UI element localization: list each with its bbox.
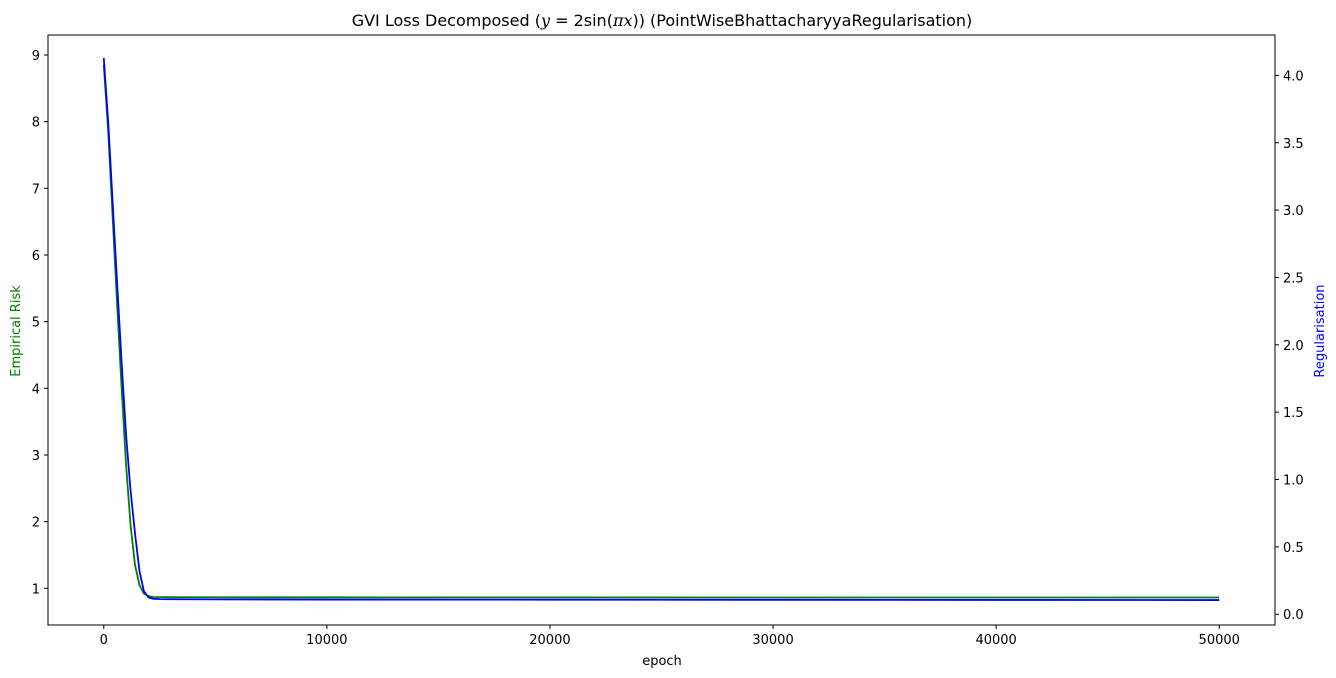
regularisation-line: [102, 57, 1220, 601]
x-tick-label: 40000: [975, 633, 1016, 648]
chart-title-math-eq: = 2sin(: [550, 11, 613, 30]
x-axis-label: epoch: [642, 654, 682, 669]
y-right-tick-label: 1.0: [1283, 474, 1304, 489]
y-right-tick-label: 2.5: [1283, 271, 1304, 286]
x-tick-label: 10000: [306, 633, 347, 648]
chart-title-math-pi: π: [612, 11, 624, 30]
x-tick-label: 0: [100, 633, 108, 648]
y-right-tick-label: 0.0: [1283, 608, 1304, 623]
y-right-tick-label: 0.5: [1283, 541, 1304, 556]
chart-title-math-y: y: [540, 11, 551, 30]
y-right-tick-label: 2.0: [1283, 339, 1304, 354]
y-left-tick-label: 3: [32, 449, 40, 464]
y-axis-right-label: Regularisation: [1313, 284, 1328, 377]
y-left-tick-label: 4: [32, 382, 40, 397]
y-left-tick-label: 7: [32, 182, 40, 197]
chart-title: GVI Loss Decomposed (y = 2sin(πx)) (Poin…: [352, 11, 973, 30]
series-layer: [102, 57, 1220, 601]
chart-title-suffix: )) (PointWiseBhattacharyyaRegularisation…: [632, 11, 972, 30]
y-axis-left-label: Empirical Risk: [9, 285, 24, 377]
ticks-layer: 0 10000 20000 30000 40000 50000 1 2 3 4 5 6 7 8 9 0.0 0.…: [32, 49, 1304, 648]
y-right-tick-label: 4.0: [1283, 69, 1304, 84]
y-left-tick-label: 2: [32, 516, 40, 531]
x-tick-label: 50000: [1199, 633, 1240, 648]
y-left-tick-label: 6: [32, 249, 40, 264]
plot-area-frame: [47, 34, 1276, 626]
chart-title-prefix: GVI Loss Decomposed (: [352, 11, 541, 30]
chart-title-math-x: x: [623, 11, 632, 30]
y-left-tick-label: 8: [32, 116, 40, 131]
y-left-tick-label: 5: [32, 316, 40, 331]
y-right-tick-label: 3.5: [1283, 137, 1304, 152]
y-left-tick-label: 9: [32, 49, 40, 64]
y-left-tick-label: 1: [32, 582, 40, 597]
x-tick-label: 20000: [529, 633, 570, 648]
x-tick-label: 30000: [752, 633, 793, 648]
y-right-tick-label: 1.5: [1283, 406, 1304, 421]
y-right-tick-label: 3.0: [1283, 204, 1304, 219]
